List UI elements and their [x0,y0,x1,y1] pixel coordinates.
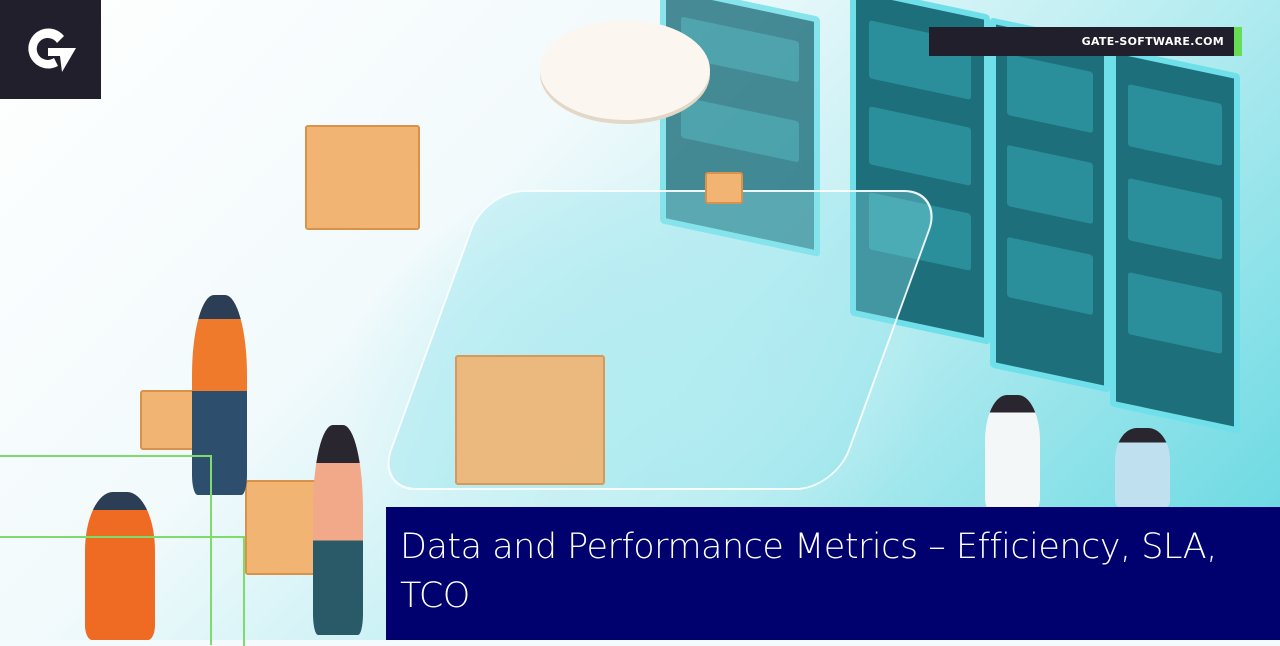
worker [85,492,155,640]
worker [1115,428,1170,508]
website-label[interactable]: GATE-SOFTWARE.COM [929,27,1234,56]
decorative-green-frame [0,536,245,646]
box [305,125,420,230]
drone [540,20,710,120]
worker [313,425,363,635]
headline-title: Data and Performance Metrics – Efficienc… [386,507,1280,640]
worker [192,295,247,495]
box [245,480,320,575]
worker [985,395,1040,510]
brand-logo[interactable] [0,0,101,99]
box [140,390,195,450]
box [705,172,743,204]
decorative-green-frame [0,455,212,645]
gate-logo-icon [27,27,76,72]
website-accent-bar [1234,27,1242,56]
server-rack [1110,46,1240,434]
server-rack [990,17,1110,393]
box [455,355,605,485]
